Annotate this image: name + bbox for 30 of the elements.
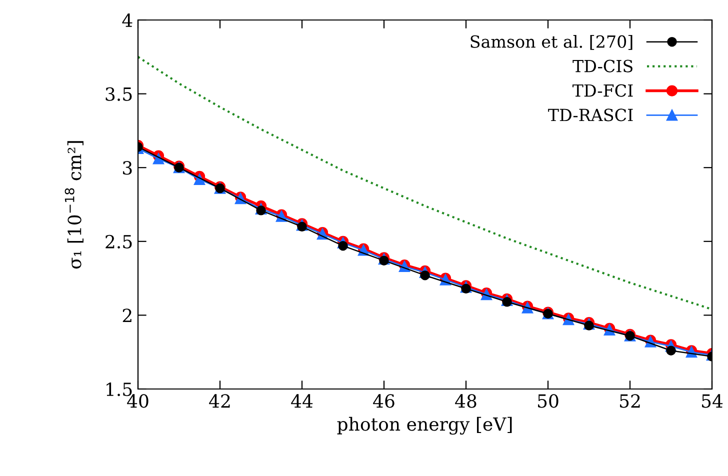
point: [461, 284, 471, 294]
point: [420, 270, 430, 280]
point: [379, 256, 389, 266]
y-tick-label: 3.5: [106, 87, 132, 101]
legend-label: TD-CIS: [572, 60, 632, 72]
legend-label: TD-FCI: [572, 84, 633, 97]
x-tick-label: 44: [291, 394, 313, 408]
y-tick-label: 3: [123, 161, 132, 175]
x-tick-label: 50: [538, 394, 558, 408]
legend-label: Samson et al. [270]: [470, 35, 632, 50]
point: [256, 206, 266, 216]
x-tick-label: 48: [455, 394, 476, 408]
x-tick-label: 54: [702, 394, 723, 408]
y-axis-title: σ₁ [10$^{−18}$ cm²]: [64, 141, 84, 269]
y-tick-label: 4: [122, 13, 132, 27]
point: [666, 346, 676, 356]
x-tick-label: 42: [209, 394, 230, 408]
x-axis-title: photon energy [eV]: [337, 416, 512, 435]
legend-label: TD-RASCI: [548, 108, 633, 122]
point: [584, 320, 594, 330]
y-tick-label: 2.5: [106, 234, 132, 249]
line-series: [138, 56, 712, 310]
point: [502, 297, 512, 307]
point: [297, 222, 307, 232]
point: [338, 240, 348, 251]
x-tick-label: 40: [127, 394, 148, 408]
y-tick-label: 1.5: [106, 382, 132, 396]
x-tick-label: 52: [620, 394, 640, 408]
x-tick-label: 46: [373, 394, 394, 408]
y-tick-label: 2: [122, 308, 132, 322]
